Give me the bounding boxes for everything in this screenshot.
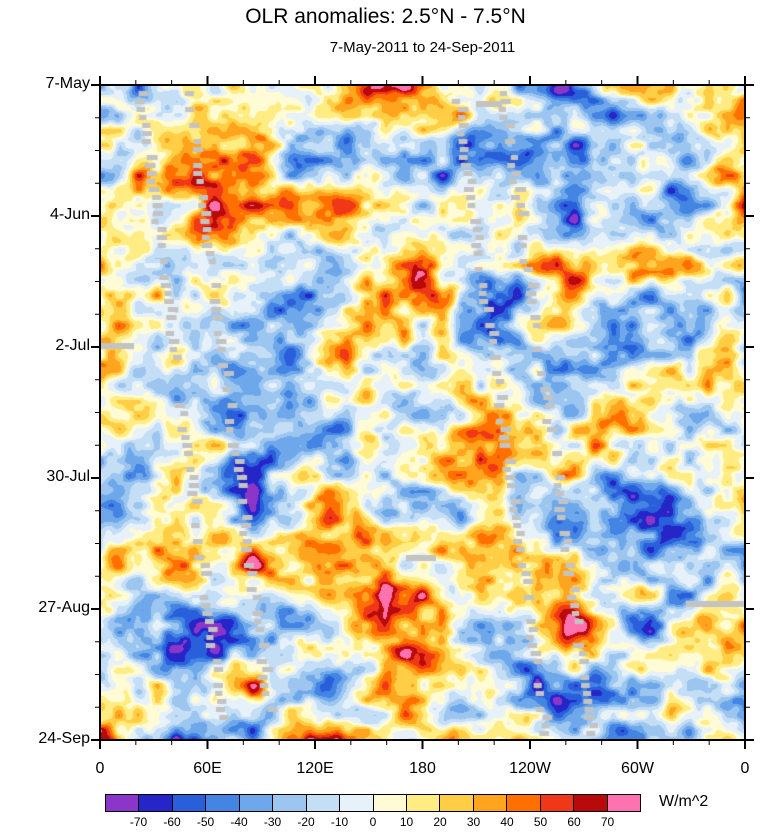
x-tick-label: 0 [740, 760, 750, 777]
heatmap-field [100, 85, 745, 740]
colorbar-segment [273, 795, 307, 811]
y-tick-label: 4-Jun [49, 206, 90, 223]
y-tick-label: 7-May [45, 75, 90, 92]
colorbar-tick-label: -60 [163, 815, 181, 829]
colorbar-segment [607, 795, 640, 811]
x-tick-label: 120W [509, 760, 551, 777]
colorbar-segment [340, 795, 374, 811]
colorbar-tick-label: 50 [533, 815, 548, 829]
x-tick-label: 180 [409, 760, 436, 777]
colorbar [105, 794, 641, 812]
colorbar-segment [574, 795, 608, 811]
colorbar-segment [306, 795, 341, 811]
colorbar-tick-label: 70 [600, 815, 615, 829]
colorbar-segment [373, 795, 407, 811]
colorbar-tick-label: 20 [433, 815, 447, 829]
x-tick-label: 0 [95, 760, 105, 777]
colorbar-tick-label: -30 [263, 815, 282, 829]
colorbar-tick-label: 40 [500, 815, 514, 829]
colorbar-segment [206, 795, 240, 811]
colorbar-tick-label: -70 [129, 815, 148, 829]
colorbar-segment [406, 795, 441, 811]
colorbar-tick-label: 60 [567, 815, 581, 829]
colorbar-segment [507, 795, 541, 811]
y-tick-label: 2-Jul [55, 337, 90, 354]
colorbar-segment [440, 795, 474, 811]
colorbar-segment [172, 795, 207, 811]
y-tick-label: 27-Aug [38, 599, 90, 616]
colorbar-tick-label: 0 [369, 815, 377, 829]
colorbar-tick-label: -50 [196, 815, 215, 829]
colorbar-segment [139, 795, 173, 811]
x-tick-label: 60W [621, 760, 654, 777]
colorbar-tick-label: -40 [230, 815, 248, 829]
x-tick-label: 60E [193, 760, 222, 777]
colorbar-tick-label: 30 [466, 815, 481, 829]
chart-title: OLR anomalies: 2.5°N - 7.5°N [245, 5, 526, 28]
colorbar-segment [540, 795, 575, 811]
colorbar-tick-label: -20 [297, 815, 315, 829]
colorbar-tick-label: 10 [399, 815, 414, 829]
y-tick-label: 24-Sep [38, 730, 90, 747]
colorbar-units-label: W/m^2 [659, 793, 709, 810]
y-tick-label: 30-Jul [46, 468, 90, 485]
x-tick-label: 120E [296, 760, 334, 777]
colorbar-segment [239, 795, 274, 811]
chart-subtitle: 7-May-2011 to 24-Sep-2011 [329, 39, 516, 56]
colorbar-tick-label: -10 [330, 815, 349, 829]
colorbar-segment [473, 795, 508, 811]
colorbar-segment [106, 795, 140, 811]
